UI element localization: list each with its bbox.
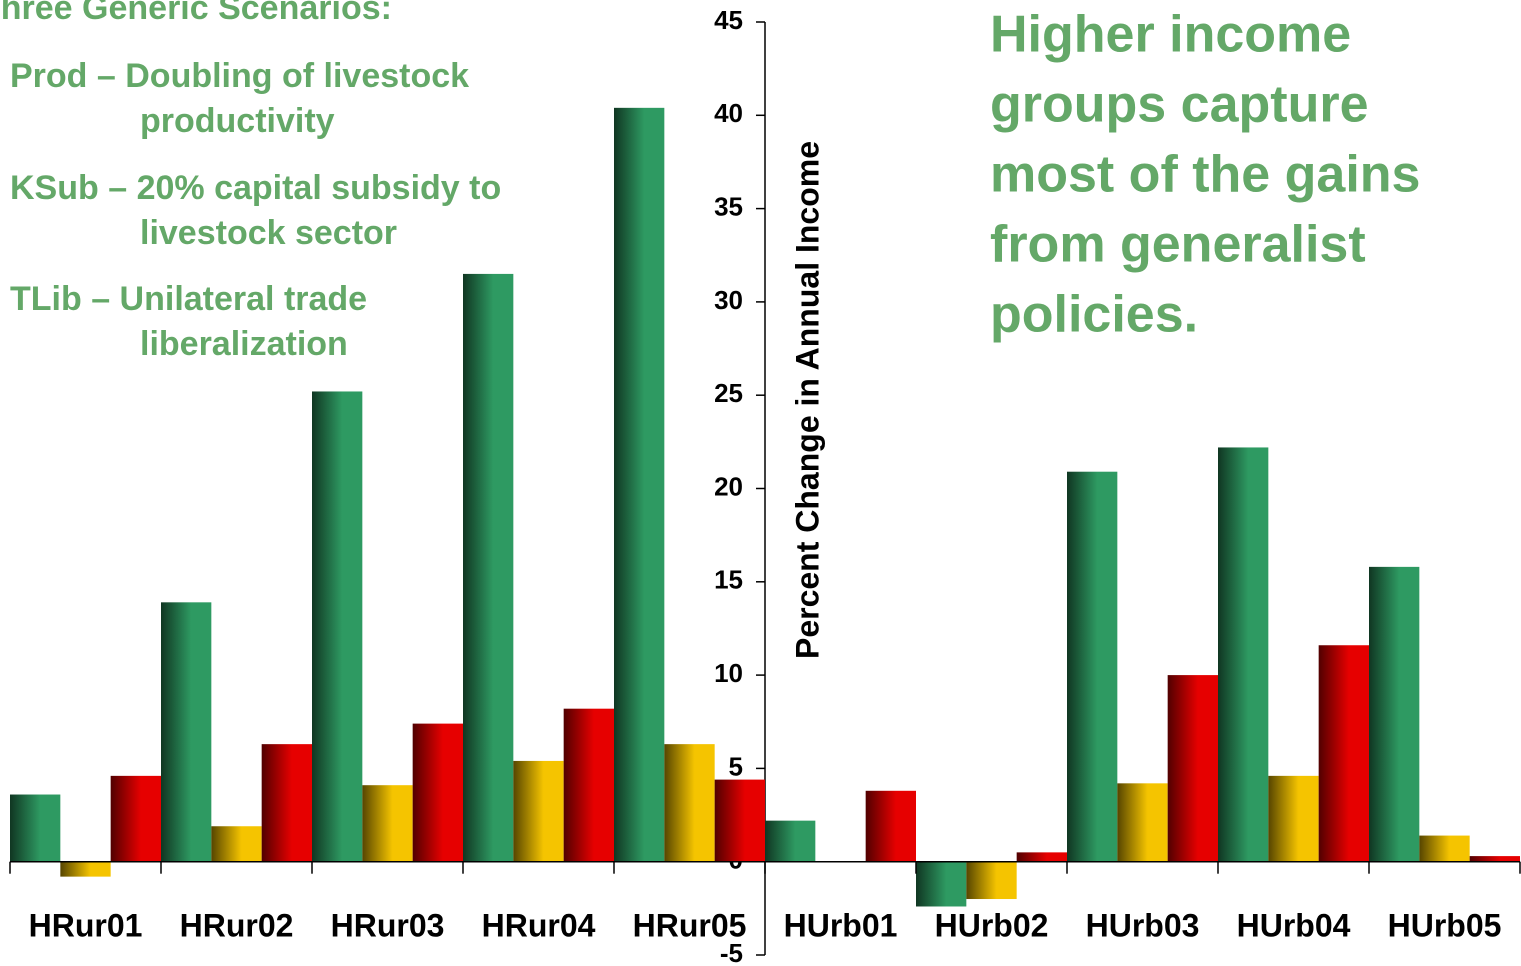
annotation: most of the gains xyxy=(990,146,1420,204)
y-tick-label: 25 xyxy=(714,378,743,408)
x-tick-label: HRur04 xyxy=(482,907,596,943)
y-tick-label: 45 xyxy=(714,5,743,35)
y-tick-label: 30 xyxy=(714,285,743,315)
bar xyxy=(412,723,463,862)
scenario-text: TLib – Unilateral trade xyxy=(10,280,367,318)
bar xyxy=(1369,566,1420,862)
bar xyxy=(865,790,916,862)
bar xyxy=(161,602,212,862)
bar xyxy=(463,273,514,862)
y-tick-label: 40 xyxy=(714,98,743,128)
annotation: policies. xyxy=(990,286,1198,344)
bar xyxy=(614,107,665,862)
x-tick-label: HRur05 xyxy=(633,907,747,943)
bar xyxy=(1268,775,1319,862)
scenario-text: productivity xyxy=(140,102,335,140)
bar xyxy=(513,760,564,862)
annotation: groups capture xyxy=(990,76,1369,134)
bar xyxy=(1218,447,1269,862)
x-tick-label: HUrb03 xyxy=(1086,907,1200,943)
annotation: from generalist xyxy=(990,216,1366,274)
y-tick-label: 10 xyxy=(714,658,743,688)
bar xyxy=(211,826,262,862)
scenario-text: livestock sector xyxy=(140,214,397,252)
x-tick-label: HUrb04 xyxy=(1237,907,1351,943)
bar xyxy=(261,744,312,862)
bar xyxy=(714,779,765,862)
x-tick-label: HUrb02 xyxy=(935,907,1049,943)
y-tick-label: 35 xyxy=(714,191,743,221)
bar xyxy=(312,391,363,862)
bar xyxy=(1419,835,1470,862)
bar xyxy=(664,744,715,862)
bar xyxy=(563,708,614,862)
bar xyxy=(1318,645,1369,862)
scenario-text: KSub – 20% capital subsidy to xyxy=(10,169,501,207)
annotation: Higher income xyxy=(990,6,1351,64)
bar xyxy=(966,861,1017,900)
chart-title: Three Generic Scenarios: xyxy=(0,0,392,27)
x-tick-label: HRur02 xyxy=(180,907,294,943)
x-tick-label: HUrb05 xyxy=(1388,907,1502,943)
bar xyxy=(1067,471,1118,862)
scenario-text: Prod – Doubling of livestock xyxy=(10,57,469,95)
bar xyxy=(1469,856,1520,862)
x-tick-label: HRur03 xyxy=(331,907,445,943)
y-tick-label: 15 xyxy=(714,565,743,595)
bar xyxy=(10,794,61,862)
y-tick-label: -5 xyxy=(720,938,743,966)
bar xyxy=(60,861,111,877)
bar xyxy=(1167,675,1218,862)
bar xyxy=(1117,783,1168,862)
y-axis-label: Percent Change in Annual Income xyxy=(789,141,825,659)
y-tick-label: 5 xyxy=(729,751,743,781)
y-tick-label: 20 xyxy=(714,471,743,501)
bar xyxy=(362,785,413,862)
scenario-text: liberalization xyxy=(140,325,348,363)
bar xyxy=(110,775,161,862)
x-tick-label: HRur01 xyxy=(29,907,143,943)
bar xyxy=(1016,852,1067,862)
bar xyxy=(765,820,816,862)
x-tick-label: HUrb01 xyxy=(784,907,898,943)
bar xyxy=(916,861,967,907)
